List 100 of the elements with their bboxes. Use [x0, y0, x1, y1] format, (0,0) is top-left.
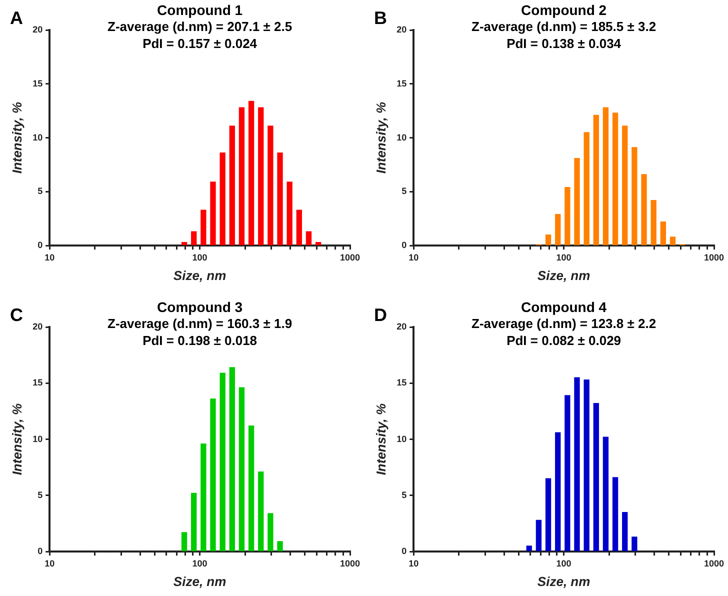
- y-tick-label: 15: [396, 78, 407, 88]
- bar: [220, 152, 226, 246]
- bar: [200, 210, 206, 246]
- bar: [277, 541, 283, 552]
- x-axis-title: Size, nm: [537, 574, 591, 589]
- chart-subtitle: Z-average (d.nm) = 185.5 ± 3.2 PdI = 0.138 ± 0.034: [472, 19, 656, 52]
- bar: [210, 398, 216, 552]
- bar: [258, 472, 264, 552]
- bar: [650, 200, 656, 246]
- y-axis-title: Intensity, %: [373, 101, 388, 174]
- bar: [229, 367, 235, 552]
- bar: [593, 403, 599, 552]
- bar: [296, 210, 302, 246]
- y-tick-label: 0: [38, 240, 43, 250]
- bar: [526, 546, 532, 552]
- bar: [545, 234, 552, 246]
- bar: [181, 242, 188, 246]
- y-tick-label: 0: [38, 546, 43, 556]
- y-tick-label: 5: [402, 490, 407, 500]
- bar: [200, 443, 206, 552]
- y-tick-label: 5: [38, 490, 43, 500]
- bar: [277, 152, 283, 246]
- y-tick-label: 20: [396, 321, 407, 332]
- bar: [641, 174, 647, 246]
- bar: [210, 182, 216, 246]
- y-tick-label: 10: [396, 132, 407, 142]
- chart-title: Compound 4: [521, 298, 607, 315]
- text: A: [10, 8, 23, 28]
- bar: [622, 126, 628, 246]
- x-tick-label: 1000: [704, 252, 724, 262]
- x-tick-label: 100: [556, 558, 572, 568]
- y-tick-label: 5: [402, 186, 407, 196]
- bar: [258, 107, 264, 246]
- bar: [229, 126, 235, 246]
- bar: [268, 126, 274, 246]
- bar: [602, 107, 609, 246]
- bar: [555, 214, 561, 246]
- x-axis-title: Size, nm: [173, 268, 227, 283]
- y-tick-label: 20: [396, 24, 407, 34]
- bar: [248, 425, 254, 552]
- bar: [181, 532, 188, 552]
- y-tick-label: 0: [402, 546, 407, 556]
- y-tick-label: 20: [32, 321, 43, 332]
- x-axis-title: Size, nm: [537, 268, 591, 283]
- bar: [622, 512, 628, 552]
- chart-title: Compound 3: [157, 298, 243, 315]
- bar: [220, 372, 226, 552]
- bar: [238, 387, 245, 552]
- text: D: [374, 304, 387, 325]
- bar: [238, 107, 245, 246]
- bar: [612, 112, 618, 246]
- text: C: [10, 304, 23, 325]
- chart-subtitle: Z-average (d.nm) = 123.8 ± 2.2 PdI = 0.082 ± 0.029: [472, 316, 656, 348]
- bar: [574, 377, 580, 552]
- y-tick-label: 10: [32, 434, 43, 444]
- bar: [660, 222, 666, 246]
- x-tick-label: 1000: [340, 252, 360, 262]
- x-tick-label: 10: [44, 252, 55, 262]
- bar: [584, 132, 590, 246]
- bar: [632, 536, 638, 552]
- bar: [286, 182, 292, 246]
- x-tick-label: 10: [408, 558, 419, 568]
- bar: [574, 158, 580, 246]
- x-tick-label: 100: [192, 252, 208, 262]
- y-tick-label: 0: [402, 240, 407, 250]
- bar: [593, 114, 599, 246]
- x-axis-title: Size, nm: [173, 574, 227, 589]
- x-tick-label: 100: [556, 252, 572, 262]
- bar: [191, 492, 197, 552]
- bar: [306, 231, 312, 246]
- bar: [555, 432, 561, 552]
- y-axis-title: Intensity, %: [9, 101, 24, 174]
- bar: [564, 395, 570, 552]
- bar: [545, 478, 552, 552]
- x-tick-label: 1000: [340, 558, 360, 568]
- chart-title: Compound 1: [157, 2, 243, 18]
- x-tick-label: 10: [44, 558, 55, 568]
- bar: [670, 236, 676, 246]
- bar: [602, 436, 609, 552]
- chart-subtitle: Z-average (d.nm) = 160.3 ± 1.9 PdI = 0.198 ± 0.018: [108, 316, 292, 348]
- bar: [536, 520, 542, 552]
- y-tick-label: 20: [32, 24, 43, 34]
- y-tick-label: 15: [32, 78, 43, 88]
- bar: [191, 231, 197, 246]
- text: B: [374, 8, 387, 28]
- bar: [632, 147, 638, 246]
- chart-title: Compound 2: [521, 2, 607, 18]
- bar: [315, 242, 322, 246]
- bar: [612, 477, 618, 552]
- y-tick-label: 15: [396, 378, 407, 388]
- y-tick-label: 15: [32, 378, 43, 388]
- x-tick-label: 10: [408, 252, 419, 262]
- x-tick-label: 100: [192, 558, 208, 568]
- y-axis-title: Intensity, %: [9, 402, 24, 476]
- x-tick-label: 1000: [704, 558, 724, 568]
- y-tick-label: 10: [396, 434, 407, 444]
- bar: [248, 100, 254, 246]
- y-axis-title: Intensity, %: [373, 402, 388, 476]
- bar: [564, 187, 570, 246]
- bar: [584, 379, 590, 552]
